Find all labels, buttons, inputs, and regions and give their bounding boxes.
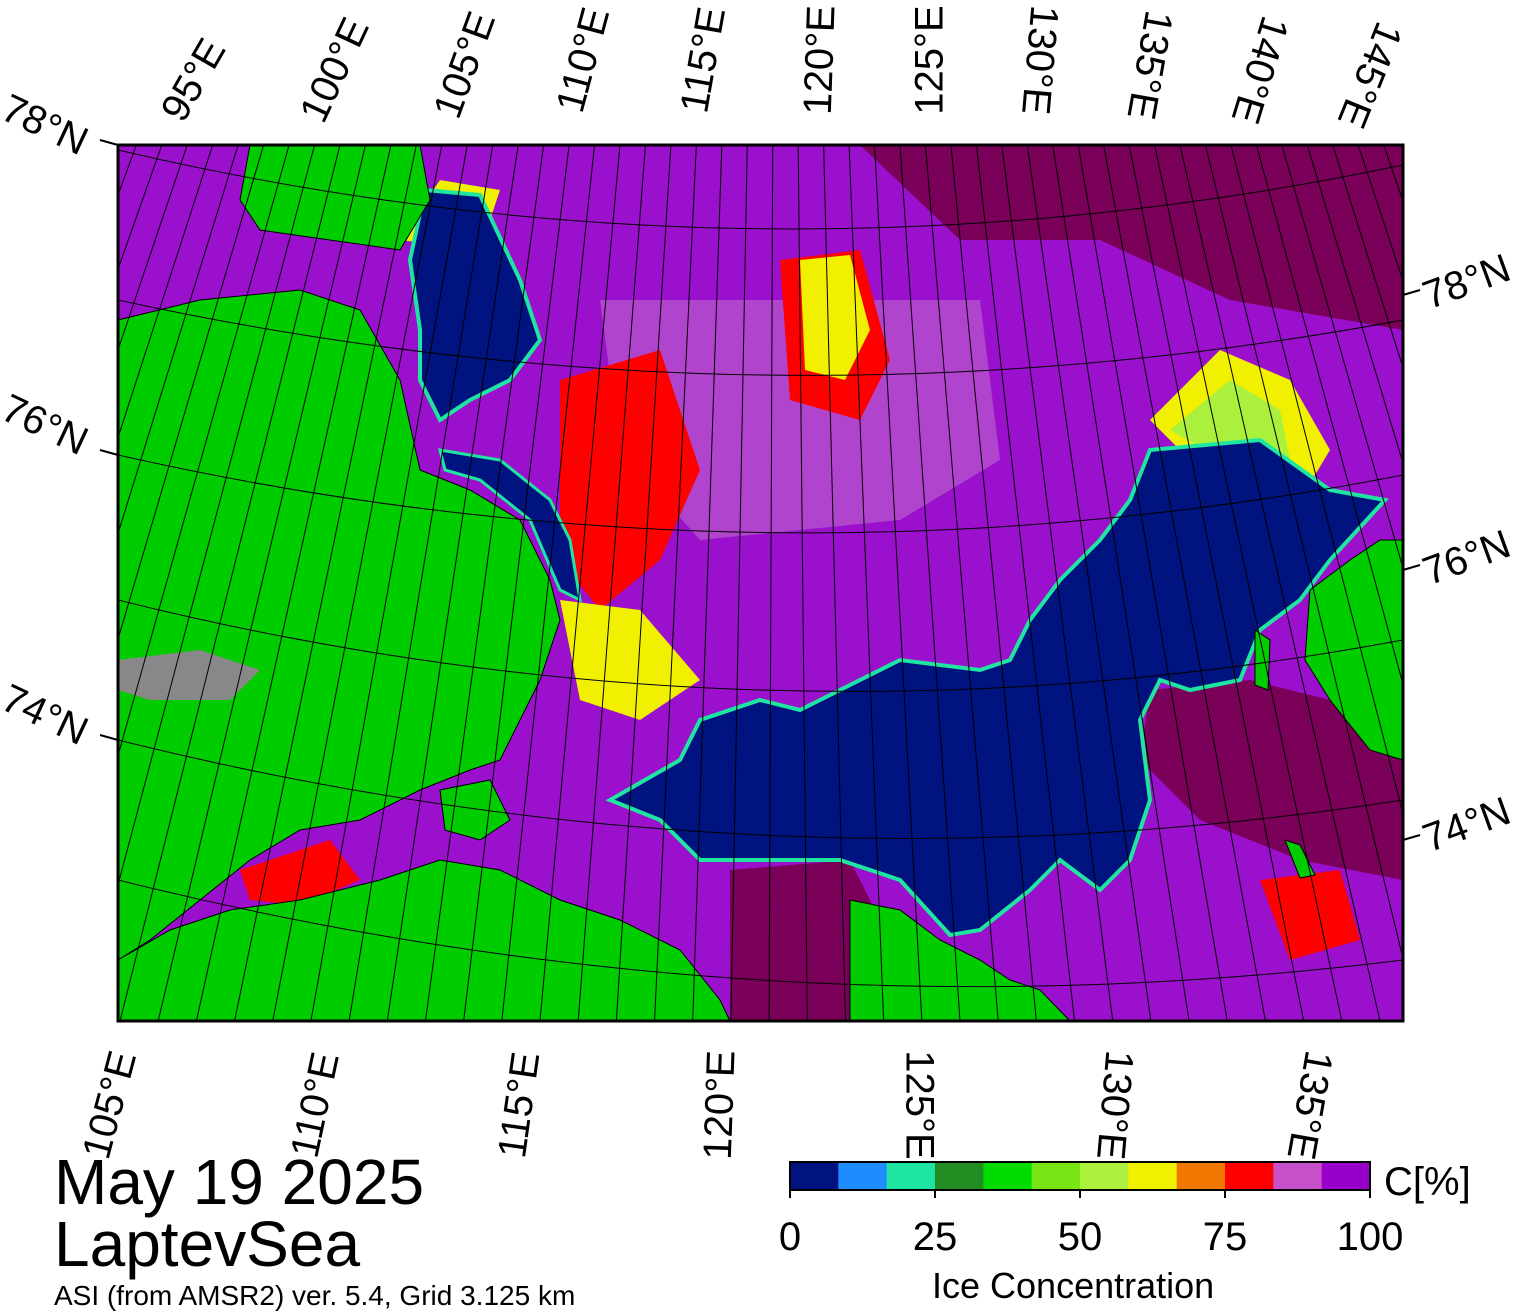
meridian-line [797, 145, 808, 1021]
colorbar-tick-label: 100 [1336, 1215, 1404, 1259]
meridian-line [1052, 145, 1190, 1021]
top-lon-label: 120°E [795, 4, 844, 116]
marginal-ice-yellow-3 [560, 600, 700, 720]
top-lon-label: 130°E [1013, 3, 1067, 117]
land-taymyr [118, 289, 561, 961]
meridian-line [1204, 145, 1403, 961]
meridian-line [1001, 145, 1114, 1021]
top-lon-label: 125°E [907, 5, 952, 115]
meridian-line [118, 145, 214, 440]
meridian-line [1077, 145, 1228, 1021]
meridian-line [1230, 145, 1403, 816]
meridian-line [118, 145, 239, 536]
meridian-line [654, 145, 697, 1021]
ice-zone-dark-se [1140, 680, 1403, 880]
meridian-line [1026, 145, 1152, 1021]
meridian-line [1306, 145, 1403, 465]
meridian-line [924, 145, 999, 1021]
bottom-lon-label: 120°E [695, 1049, 744, 1161]
meridian-line [424, 145, 545, 1021]
land-severnaya-zemlya [239, 145, 431, 251]
marginal-ice-red-4 [240, 840, 360, 905]
meridian-line [234, 145, 417, 1021]
meridian-line [1128, 145, 1305, 1021]
meridian-line [386, 145, 519, 1021]
product-description: ASI (from AMSR2) ver. 5.4, Grid 3.125 km [54, 1280, 576, 1311]
map-region: LaptevSea [54, 1208, 361, 1280]
meridian-line [539, 145, 621, 1021]
land-lena-delta [849, 899, 1071, 1021]
frame-ticks [99, 139, 1421, 841]
lat-73 [118, 879, 1403, 988]
meridian-line [0, 145, 85, 1021]
meridian-line [157, 145, 366, 1021]
meridian-line [975, 145, 1076, 1021]
land-begichev-island [439, 779, 511, 841]
meridian-line [118, 145, 137, 197]
meridian-line [1281, 145, 1403, 570]
meridian-line [118, 145, 290, 758]
meridian-line [874, 145, 923, 1021]
latitude-lines [118, 149, 1403, 988]
polynya-northwest [407, 187, 543, 423]
meridian-line [463, 145, 570, 1021]
meridian-line [1154, 145, 1343, 1021]
meridian-line [692, 145, 723, 1021]
lat-75 [118, 599, 1403, 692]
colorbar-tick-label: 25 [912, 1215, 958, 1259]
meridian-line [501, 145, 596, 1021]
meridian-line [0, 145, 111, 1021]
meridian-line [118, 145, 316, 887]
meridian-line [899, 145, 961, 1021]
ice-zone-lighter [600, 300, 1000, 540]
meridian-line [195, 145, 392, 1021]
meridian-line [0, 145, 60, 1021]
map-frame [116, 143, 1405, 1023]
bottom-lon-label: 125°E [897, 1050, 942, 1160]
colorbar-tick-label: 50 [1057, 1215, 1103, 1259]
lat-76 [118, 454, 1403, 534]
meridian-line [348, 145, 494, 1021]
meridian-line [950, 145, 1037, 1021]
marginal-ice-yellow-1 [800, 255, 870, 380]
meridian-line [118, 145, 188, 352]
lat-78 [118, 149, 1403, 230]
meridian-line [848, 145, 885, 1021]
lat-74 [118, 739, 1403, 839]
bottom-lon-label: 130°E [1088, 1048, 1142, 1162]
polynya-coastal-strip [437, 448, 582, 603]
meridian-line [118, 145, 265, 641]
meridian-line [615, 145, 672, 1021]
longitude-lines [0, 145, 1403, 1021]
ice-zone-dark-ne [860, 145, 1403, 330]
meridian-line [730, 145, 748, 1021]
lat-77 [118, 299, 1403, 376]
land-ice-patch [118, 650, 260, 700]
map-date: May 19 2025 [54, 1146, 425, 1218]
colorbar-title: Ice Concentration [932, 1265, 1215, 1306]
meridian-line [1255, 145, 1403, 687]
meridian-line [1103, 145, 1266, 1021]
land-small-island [1254, 629, 1271, 691]
marginal-ice-red-5 [1260, 870, 1360, 960]
meridian-line [1332, 145, 1403, 370]
colorbar-tick-label: 75 [1202, 1215, 1248, 1259]
meridian-line [272, 145, 443, 1021]
meridian-line [310, 145, 468, 1021]
colorbar-unit: C[%] [1384, 1160, 1471, 1204]
land-small-island-se [1284, 839, 1316, 879]
colorbar-tick-label: 0 [778, 1215, 802, 1259]
meridian-line [119, 145, 341, 1021]
meridian-line [768, 145, 774, 1021]
meridian-line [823, 145, 846, 1021]
meridian-line [577, 145, 646, 1021]
meridian-line [1179, 145, 1381, 1021]
